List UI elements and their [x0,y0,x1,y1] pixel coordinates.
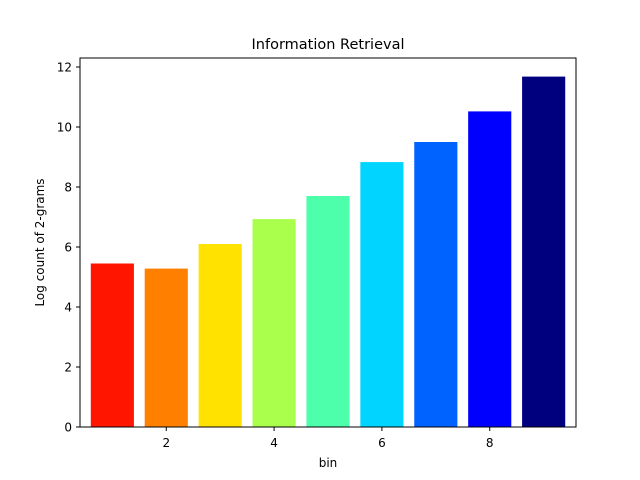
bar-9 [522,76,566,427]
bar-7 [414,142,458,427]
x-tick-label: 2 [162,436,170,450]
bar-3 [198,244,242,427]
x-axis-label: bin [319,456,338,470]
plot-frame [79,57,577,428]
x-tick-label: 6 [378,436,386,450]
y-tick-label: 4 [64,301,72,315]
bars [90,76,566,428]
y-tick-label: 12 [57,61,72,75]
bar-5 [306,196,350,427]
bar-1 [90,263,134,427]
y-tick-label: 6 [64,241,72,255]
bar-8 [468,111,512,428]
y-tick-label: 2 [64,361,72,375]
y-tick-label: 8 [64,181,72,195]
x-tick-label: 4 [270,436,278,450]
y-axis-ticks: 0 2 4 6 8 10 12 [57,61,80,435]
bar-4 [252,219,296,427]
chart-title: Information Retrieval [252,37,405,53]
x-tick-label: 8 [486,436,494,450]
x-axis-ticks: 2 4 6 8 [162,427,494,450]
bar-2 [144,268,188,427]
y-tick-label: 10 [57,121,72,135]
bar-6 [360,162,404,427]
y-tick-label: 0 [64,421,72,435]
y-axis-label: Log count of 2-grams [33,178,47,306]
